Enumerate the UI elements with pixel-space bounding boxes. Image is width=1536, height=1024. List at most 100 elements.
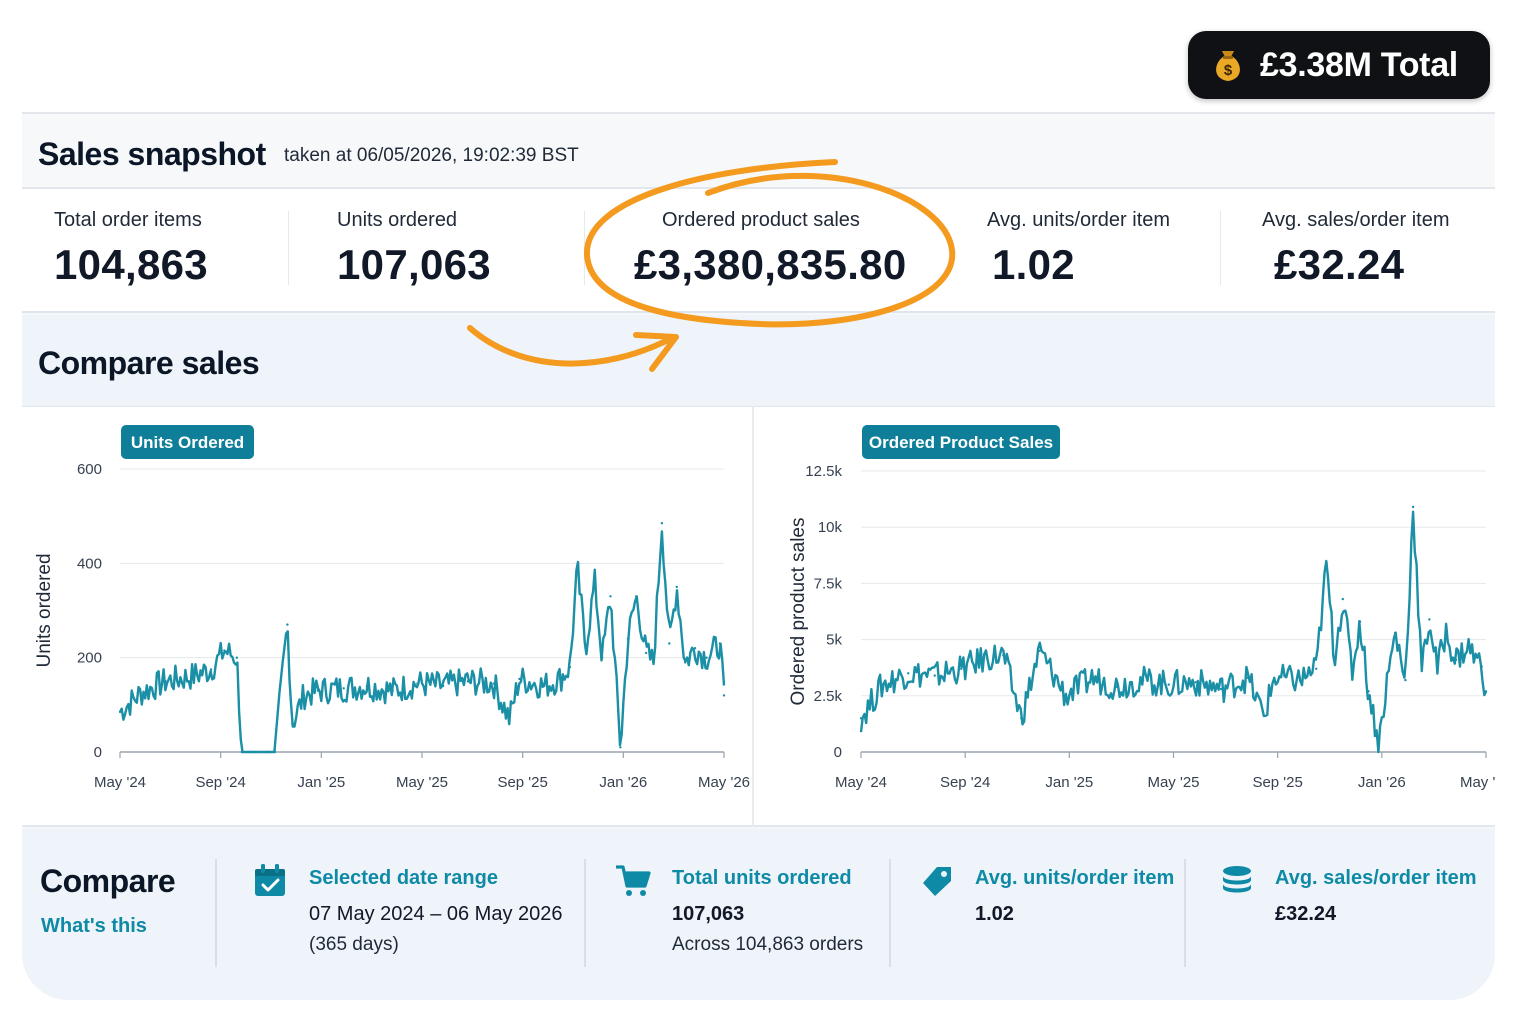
data-point: [1020, 717, 1023, 720]
charts-panel: Units Ordered 0 200 400 600 May '24 Sep '24 Jan…: [22, 407, 1495, 827]
sales-card: Sales snapshot taken at 06/05/2026, 19:0…: [22, 112, 1495, 1000]
data-point: [1141, 678, 1145, 682]
x-tick-label: Jan '26: [599, 774, 647, 791]
data-point: [1411, 505, 1415, 509]
summary-label: Total units ordered: [672, 867, 852, 889]
data-point: [960, 667, 963, 670]
data-point: [1480, 665, 1483, 668]
data-point: [365, 684, 369, 688]
data-point: [235, 656, 238, 659]
data-point: [1002, 654, 1005, 657]
data-point: [609, 595, 612, 598]
summary-label: Avg. sales/order item: [1275, 867, 1477, 889]
units-ordered-chart: Units Ordered 0 200 400 600 May '24 Sep '24 Jan…: [34, 425, 750, 791]
summary-value: 1.02: [975, 903, 1014, 925]
data-point: [660, 522, 664, 525]
data-point: [1466, 645, 1470, 648]
data-point: [1404, 678, 1407, 682]
data-point: [619, 746, 622, 749]
data-point: [273, 750, 277, 754]
data-point: [1219, 687, 1223, 691]
summary-divider: [584, 859, 586, 967]
series-line: [859, 510, 1488, 754]
summary-label: Selected date range: [309, 867, 498, 889]
data-point: [139, 691, 142, 695]
summary-value: 07 May 2024 – 06 May 2026: [309, 903, 563, 925]
data-point: [1262, 714, 1266, 718]
y-axis-label: Ordered product sales: [788, 518, 809, 706]
data-point: [441, 684, 445, 688]
calendar-icon: [255, 864, 285, 896]
snapshot-timestamp: taken at 06/05/2026, 19:02:39 BST: [284, 145, 579, 166]
data-point: [675, 585, 678, 589]
data-point: [416, 682, 419, 685]
x-tick-label: Sep '25: [1252, 774, 1302, 791]
metric-label: Avg. sales/order item: [1262, 209, 1450, 231]
chart-divider: [752, 407, 754, 827]
tag-icon: [923, 867, 951, 896]
x-tick-label: Jan '25: [1045, 774, 1093, 791]
data-point: [543, 684, 546, 688]
data-point: [1484, 690, 1488, 693]
data-point: [635, 595, 638, 598]
data-point: [1064, 694, 1068, 697]
metric-divider: [288, 211, 289, 285]
data-point: [1333, 656, 1336, 659]
data-point: [190, 675, 193, 678]
data-point: [1341, 597, 1344, 601]
compare-sales-title: Compare sales: [38, 345, 260, 381]
data-point: [1315, 667, 1318, 670]
ordered-product-sales-chart: Ordered Product Sales 0 2.5k 5k 7.5k 10k 12.5k…: [788, 425, 1495, 791]
chart-title-badge: [121, 425, 254, 459]
cart-icon: [616, 865, 651, 896]
data-point: [881, 683, 884, 686]
metrics-row: Total order items 104,863 Units ordered …: [22, 189, 1495, 313]
total-badge: $ £3.38M Total: [1188, 31, 1490, 99]
data-point: [644, 651, 648, 655]
data-point: [342, 687, 345, 690]
metric-divider: [1220, 211, 1221, 285]
x-tick-label: May '24: [94, 774, 146, 791]
data-point: [1115, 685, 1118, 688]
whats-this-link[interactable]: What's this: [41, 915, 147, 937]
y-tick-label: 0: [94, 744, 102, 761]
summary-subtext: Across 104,863 orders: [672, 934, 864, 955]
snapshot-title: Sales snapshot: [38, 136, 266, 172]
money-bag-icon: $: [1216, 51, 1240, 81]
y-tick-label: 12.5k: [805, 463, 842, 480]
data-point: [933, 674, 936, 677]
data-point: [1367, 690, 1370, 693]
data-point: [1428, 618, 1431, 621]
data-point: [1393, 631, 1397, 635]
y-tick-label: 0: [834, 744, 842, 761]
summary-divider: [1184, 859, 1186, 967]
x-tick-label: May '24: [835, 774, 887, 791]
x-tick-label: May '25: [1147, 774, 1199, 791]
data-point: [576, 566, 579, 570]
y-tick-label: 2.5k: [814, 688, 843, 705]
compare-sales-header: Compare sales: [22, 315, 1495, 407]
data-point: [1444, 631, 1447, 635]
data-point: [1298, 678, 1302, 682]
data-point: [118, 710, 122, 714]
data-point: [1325, 562, 1328, 565]
x-tick-label: May '25: [396, 774, 448, 791]
y-tick-label: 10k: [818, 519, 843, 536]
data-point: [558, 677, 562, 681]
y-tick-label: 600: [77, 461, 102, 478]
summary-subtext: (365 days): [309, 934, 399, 955]
data-point: [722, 694, 726, 697]
data-point: [1038, 649, 1041, 652]
metric-label: Ordered product sales: [662, 209, 860, 231]
metric-label: Avg. units/order item: [987, 209, 1171, 231]
data-point: [302, 694, 306, 697]
y-tick-label: 7.5k: [814, 575, 843, 592]
data-point: [1273, 676, 1276, 679]
compare-summary: Compare What's this Selected date range …: [22, 829, 1495, 1000]
data-point: [907, 672, 910, 675]
data-point: [1091, 676, 1094, 679]
y-axis-label: Units ordered: [34, 553, 55, 667]
data-point: [705, 656, 708, 659]
data-point: [718, 642, 722, 645]
